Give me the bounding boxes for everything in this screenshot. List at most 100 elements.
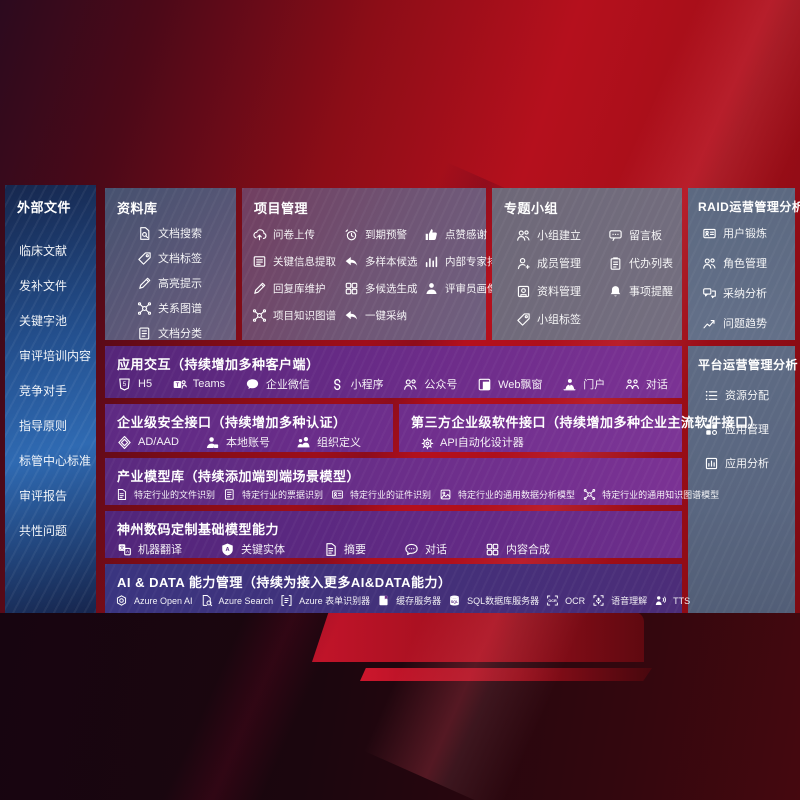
feature-label: 回复库维护: [273, 283, 326, 295]
openai-icon: [115, 594, 128, 607]
feature-label: SQL数据库服务器: [467, 596, 540, 606]
feature-label: 小组建立: [537, 230, 581, 242]
feature-label: 资料管理: [537, 286, 581, 298]
feature-item: 公众号: [403, 376, 457, 392]
feature-item: 成员管理: [516, 255, 608, 271]
teams-icon: T: [172, 377, 187, 392]
thirdparty-list: API自动化设计器: [399, 431, 682, 450]
album-icon: [516, 284, 531, 299]
api-gear-icon: [419, 435, 434, 450]
feature-item: 回复库维护: [252, 281, 344, 296]
feature-label: Web飘窗: [498, 379, 543, 391]
feature-item: 文档分类: [137, 325, 236, 341]
roles-icon: [702, 256, 717, 271]
feature-item: 5 H5: [117, 377, 152, 392]
band-title: AI & DATA 能力管理（持续为接入更多AI&DATA能力）: [117, 575, 452, 590]
feature-item: A 关键实体: [220, 541, 285, 557]
image-model-icon: [439, 488, 452, 501]
feature-label: 到期预警: [365, 229, 407, 241]
feature-item: 到期预警: [344, 227, 424, 242]
panel-title: 专题小组: [504, 201, 559, 216]
entity-icon: A: [220, 542, 235, 557]
ai-data-band: AI & DATA 能力管理（持续为接入更多AI&DATA能力） Azure O…: [105, 564, 690, 613]
panel-title: 项目管理: [254, 201, 309, 216]
sidebar-item-label: 竞争对手: [19, 384, 68, 398]
feature-label: 关系图谱: [158, 303, 202, 315]
library-panel: 资料库 文档搜索 文档标签 高亮提示 关系图谱 文档分类: [105, 188, 236, 340]
feature-item: Azure Search: [200, 594, 274, 607]
laptop-base-silhouette: [360, 668, 652, 681]
feature-item: 企业微信: [245, 376, 310, 392]
dialog-icon: [625, 377, 640, 392]
feature-label: 文档标签: [158, 253, 202, 265]
feature-label: 特定行业的票据识别: [242, 490, 324, 500]
bbs-icon: [608, 228, 623, 243]
graph-icon: [252, 308, 267, 323]
feature-label: 关键信息提取: [273, 256, 336, 268]
org-icon: [296, 435, 311, 450]
security-interface-band: 企业级安全接口（持续增加多种认证） AD/AAD 本地账号 组织定义: [105, 404, 393, 452]
ocr-icon: OCR: [546, 594, 559, 607]
svg-text:SQL: SQL: [451, 600, 459, 604]
feature-label: API自动化设计器: [440, 437, 524, 449]
feature-item: 高亮提示: [137, 275, 236, 291]
trend-icon: [702, 316, 717, 331]
report-icon: [704, 456, 719, 471]
grid-icon: [344, 281, 359, 296]
feature-label: OCR: [565, 595, 586, 606]
highlight-icon: [137, 276, 152, 291]
feature-item: 应用分析: [704, 455, 795, 471]
feature-item: 对话: [625, 376, 668, 392]
graph-icon: [137, 301, 152, 316]
feature-item: 采纳分析: [702, 285, 795, 301]
feature-item: 小程序: [330, 376, 384, 392]
feature-label: 公众号: [424, 379, 458, 391]
external-files-list: 临床文献 发补文件 关键字池 审评培训内容 竞争对手 指导原则 标管中心标准 审评报告 共性问题: [5, 216, 96, 539]
sidebar-item: 竞争对手: [19, 382, 96, 399]
wechat-work-icon: [245, 377, 260, 392]
person-icon: [424, 281, 439, 296]
interaction-list: 5 H5 T Teams 企业微信 小程序 公众号 Web飘窗 门户 对话: [105, 373, 682, 392]
edit-pen-icon: [252, 281, 267, 296]
feature-label: 资源分配: [725, 390, 769, 402]
band-title: 应用交互（持续增加多种客户端）: [117, 357, 320, 372]
invoice-icon: [223, 488, 236, 501]
feature-label: Azure Search: [218, 595, 274, 606]
feature-item: 项目知识图谱: [252, 308, 344, 323]
panel-title: RAID运营管理分析: [698, 200, 800, 214]
sidebar-item-label: 临床文献: [19, 244, 68, 258]
feature-item: AD/AAD: [117, 435, 179, 450]
base-models-list: 文 A 机器翻译 A 关键实体 摘要 对话 内容合成: [105, 538, 682, 557]
member-icon: [516, 256, 531, 271]
list-icon: [704, 388, 719, 403]
feature-item: 关系图谱: [137, 300, 236, 316]
feature-label: 项目知识图谱: [273, 310, 336, 322]
feature-label: H5: [138, 378, 153, 390]
feature-label: 特定行业的证件识别: [350, 490, 432, 500]
feature-label: 小程序: [350, 379, 384, 391]
feature-label: 一键采纳: [365, 310, 407, 322]
feature-item: 本地账号: [205, 434, 270, 450]
sidebar-item: 标管中心标准: [19, 452, 96, 469]
base-model-band: 神州数码定制基础模型能力 文 A 机器翻译 A 关键实体 摘要 对话 内容合成: [105, 511, 682, 558]
sidebar-item: 审评培训内容: [19, 347, 96, 364]
platform-analysis-panel: 平台运营管理分析 资源分配 应用管理 应用分析: [688, 346, 798, 613]
feature-label: 问题趋势: [723, 318, 767, 330]
feature-item: TTS: [654, 594, 690, 607]
chat-icon: [404, 542, 419, 557]
sidebar-item: 共性问题: [19, 522, 96, 539]
feature-item: 一键采纳: [344, 308, 424, 323]
feature-label: 文档搜索: [158, 228, 202, 240]
band-title: 第三方企业级软件接口（持续增加多种企业主流软件接口）: [411, 415, 763, 430]
feature-item: Azure 表单识别器: [280, 594, 370, 607]
apps-icon: [704, 422, 719, 437]
feature-label: 企业微信: [265, 379, 310, 391]
band-title: 产业模型库（持续添加端到端场景模型）: [117, 469, 361, 484]
rank-icon: [424, 254, 439, 269]
feature-item: 特定行业的证件识别: [331, 488, 431, 501]
adopt-arrow-icon: [344, 308, 359, 323]
raid-analysis-panel: RAID运营管理分析 用户锻炼 角色管理 采纳分析 问题趋势: [688, 188, 800, 340]
compose-icon: [485, 542, 500, 557]
feature-item: 用户锻炼: [702, 225, 795, 241]
